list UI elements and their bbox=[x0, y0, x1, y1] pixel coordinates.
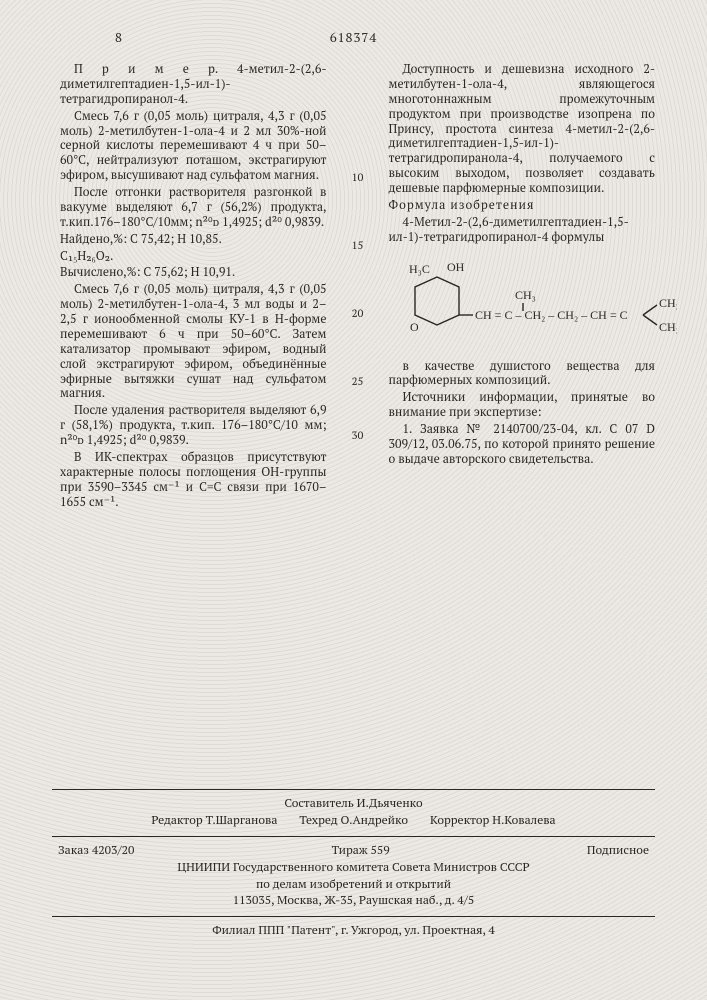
para: Доступность и дешевизна исходного 2-мети… bbox=[389, 62, 656, 196]
address-1: 113035, Москва, Ж-35, Раушская наб., д. … bbox=[52, 893, 655, 910]
line-number: 15 bbox=[352, 240, 364, 253]
svg-text:CH₃: CH₃ bbox=[515, 288, 536, 302]
tirage: Тираж 559 bbox=[332, 843, 390, 860]
line-number: 25 bbox=[352, 376, 364, 389]
signed: Подписное bbox=[587, 843, 649, 860]
divider bbox=[52, 836, 655, 837]
print-run-line: Заказ 4203/20 Тираж 559 Подписное bbox=[52, 843, 655, 860]
order-no: Заказ 4203/20 bbox=[58, 843, 134, 860]
two-column-body: П р и м е р. 4-метил-2-(2,6-диметилгепта… bbox=[60, 62, 655, 511]
right-column: Доступность и дешевизна исходного 2-мети… bbox=[389, 62, 656, 511]
divider bbox=[52, 916, 655, 917]
structural-formula: H₃C OH O CH = C – CH₂ – CH₂ – CH = C CH₃… bbox=[407, 257, 656, 349]
svg-text:OH: OH bbox=[447, 260, 465, 274]
para: После отгонки растворителя разгонкой в в… bbox=[60, 185, 327, 230]
editorial-line: Редактор Т.Шарганова Техред О.Андрейко К… bbox=[52, 813, 655, 830]
line-number: 10 bbox=[352, 172, 364, 185]
para: Вычислено,%: С 75,62; Н 10,91. bbox=[60, 265, 327, 280]
line-number: 20 bbox=[352, 308, 364, 321]
svg-text:CH₃: CH₃ bbox=[659, 296, 677, 310]
para: Смесь 7,6 г (0,05 моль) цитраля, 4,3 г (… bbox=[60, 282, 327, 401]
svg-text:H₃C: H₃C bbox=[409, 262, 430, 276]
org-line-1: ЦНИИПИ Государственного комитета Совета … bbox=[52, 860, 655, 877]
para: После удаления растворителя выделяют 6,9… bbox=[60, 403, 327, 448]
para: Найдено,%: С 75,42; Н 10,85. bbox=[60, 232, 327, 247]
svg-text:CH = C – CH₂ – CH₂ – CH = C: CH = C – CH₂ – CH₂ – CH = C bbox=[475, 308, 628, 322]
techred: Техред О.Андрейко bbox=[299, 813, 408, 830]
para: Смесь 7,6 г (0,05 моль) цитраля, 4,3 г (… bbox=[60, 109, 327, 183]
para: П р и м е р. 4-метил-2-(2,6-диметилгепта… bbox=[60, 62, 327, 107]
svg-text:O: O bbox=[410, 320, 419, 334]
para: 4-Метил-2-(2,6-диметилгептадиен-1,5-ил-1… bbox=[389, 215, 656, 245]
address-2: Филиал ППП "Патент", г. Ужгород, ул. Про… bbox=[52, 923, 655, 940]
para: в качестве душистого вещества для парфюм… bbox=[389, 359, 656, 389]
claims-heading: Формула изобретения bbox=[389, 198, 656, 213]
imprint-footer: Составитель И.Дьяченко Редактор Т.Шарган… bbox=[52, 789, 655, 940]
line-number: 30 bbox=[352, 430, 364, 443]
patent-page: 8 618374 П р и м е р. 4-метил-2-(2,6-дим… bbox=[0, 0, 707, 511]
compiler-line: Составитель И.Дьяченко bbox=[52, 796, 655, 813]
document-number: 618374 bbox=[0, 30, 707, 46]
left-column: П р и м е р. 4-метил-2-(2,6-диметилгепта… bbox=[60, 62, 327, 511]
para: Источники информации, принятые во вниман… bbox=[389, 390, 656, 420]
editor: Редактор Т.Шарганова bbox=[151, 813, 277, 830]
para: C₁₅H₂₆O₂. bbox=[60, 249, 327, 264]
org-line-2: по делам изобретений и открытий bbox=[52, 877, 655, 894]
corrector: Корректор Н.Ковалева bbox=[430, 813, 556, 830]
para: 1. Заявка № 2140700/23-04, кл. С 07 D 30… bbox=[389, 422, 656, 467]
line-number-gutter: 10 15 20 25 30 bbox=[349, 62, 367, 511]
para: В ИК-спектрах образцов присутствуют хара… bbox=[60, 450, 327, 510]
svg-text:CH₃: CH₃ bbox=[659, 320, 677, 334]
